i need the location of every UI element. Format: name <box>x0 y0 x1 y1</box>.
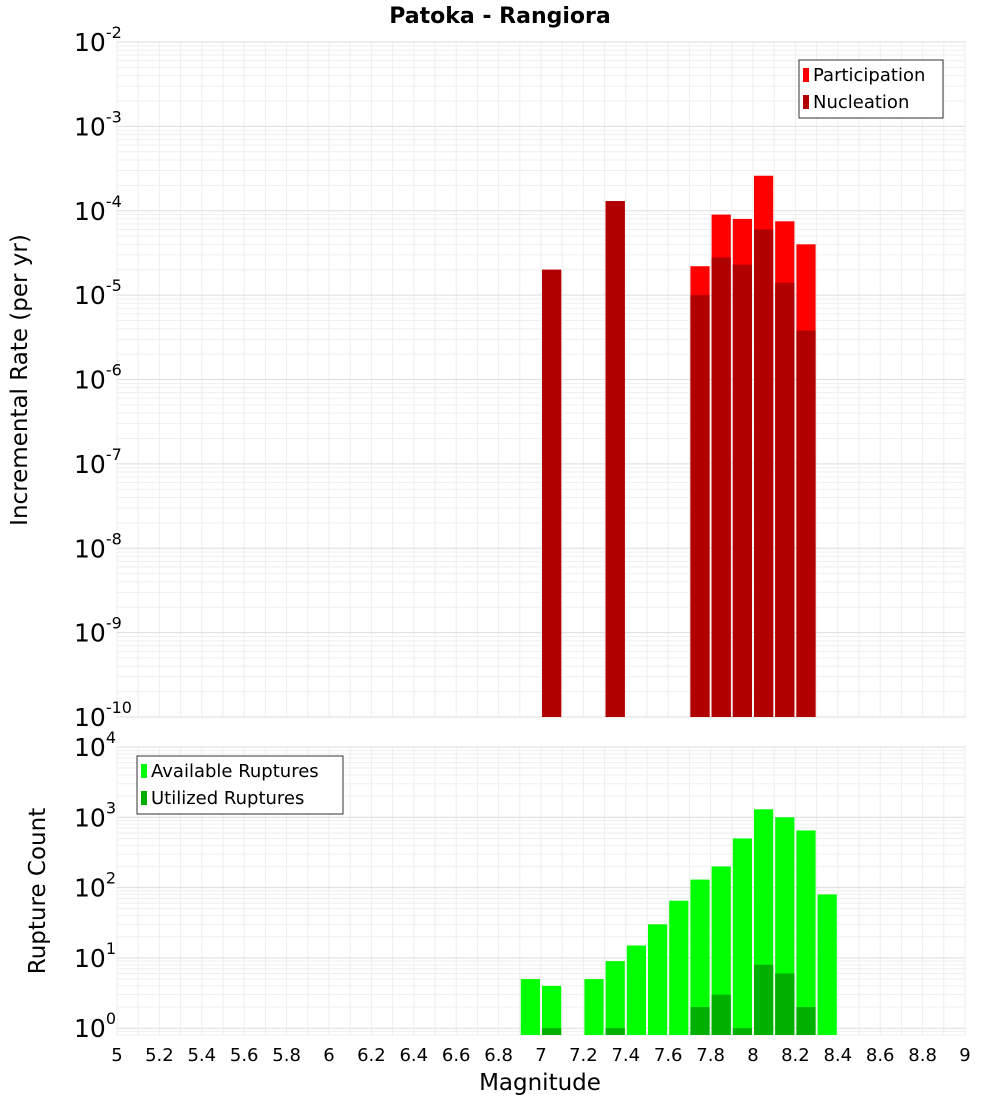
x-tick-label: 9 <box>959 1045 970 1066</box>
rate-legend-swatch <box>803 95 809 109</box>
count-y-tick-label: 104 <box>74 728 116 762</box>
count-bar-series2 <box>690 1007 710 1035</box>
count-bar-series2 <box>732 1028 752 1035</box>
count-legend-label: Utilized Ruptures <box>151 788 304 809</box>
x-tick-label: 6.4 <box>399 1045 428 1066</box>
x-tick-label: 5.2 <box>145 1045 174 1066</box>
x-tick-label: 8.2 <box>781 1045 810 1066</box>
rate-bar-series2 <box>605 201 625 717</box>
rate-y-tick-label: 10-3 <box>74 107 122 141</box>
count-bar-series1 <box>732 838 752 1035</box>
count-bar-series1 <box>584 979 604 1035</box>
chart-title: Patoka - Rangiora <box>389 4 610 29</box>
rate-y-tick-label: 10-4 <box>74 192 122 226</box>
rate-y-tick-label: 10-10 <box>74 698 132 732</box>
rate-bar-series2 <box>711 257 731 717</box>
rate-legend: Participation Nucleation <box>798 59 944 119</box>
x-tick-label: 6.8 <box>484 1045 513 1066</box>
x-tick-label: 7.2 <box>569 1045 598 1066</box>
count-bar-series1 <box>711 866 731 1035</box>
x-tick-label: 7 <box>535 1045 546 1066</box>
rate-y-tick-label: 10-8 <box>74 529 122 563</box>
count-legend-swatch <box>141 791 147 805</box>
count-y-tick-label: 100 <box>74 1009 116 1043</box>
x-tick-label: 5.4 <box>187 1045 216 1066</box>
rate-y-tick-label: 10-9 <box>74 614 122 648</box>
x-tick-label: 6.6 <box>442 1045 471 1066</box>
rate-bar-series2 <box>796 330 816 717</box>
rate-bar-series2 <box>542 269 562 717</box>
count-legend: Available Ruptures Utilized Ruptures <box>136 755 344 815</box>
count-bar-series2 <box>775 973 795 1035</box>
count-bar-series1 <box>690 879 710 1035</box>
count-panel: 104 103 102 101 100 5 5.2 5.4 5.6 5.8 6 6.2 6.4 6.6 6… <box>25 728 971 1096</box>
x-tick-label: 8.8 <box>908 1045 937 1066</box>
count-bar-series1 <box>605 961 625 1035</box>
rate-legend-label: Nucleation <box>813 92 909 113</box>
rate-y-tick-label: 10-5 <box>74 276 122 310</box>
rate-legend-box <box>798 59 944 119</box>
rate-y-tick-label: 10-7 <box>74 445 122 479</box>
count-y-tick-label: 101 <box>74 939 116 973</box>
count-bar-series1 <box>796 830 816 1035</box>
x-tick-label: 8 <box>747 1045 758 1066</box>
x-tick-label: 8.4 <box>823 1045 852 1066</box>
count-bar-series2 <box>605 1028 625 1035</box>
x-tick-label: 7.4 <box>611 1045 640 1066</box>
count-bar-series1 <box>520 979 540 1035</box>
count-bar-series2 <box>796 1007 816 1035</box>
count-bar-series1 <box>648 924 668 1035</box>
count-legend-swatch <box>141 764 147 778</box>
rate-legend-label: Participation <box>813 65 925 86</box>
count-bar-series1 <box>626 945 646 1035</box>
rate-legend-swatch <box>803 68 809 82</box>
x-tick-label: 7.8 <box>696 1045 725 1066</box>
count-y-tick-label: 103 <box>74 798 116 832</box>
rate-bar-series2 <box>775 282 795 717</box>
rate-bar-series2 <box>754 229 774 717</box>
count-y-axis-label: Rupture Count <box>25 808 51 974</box>
count-bar-series1 <box>542 985 562 1035</box>
count-legend-box <box>136 755 344 815</box>
rate-y-tick-label: 10-6 <box>74 361 122 395</box>
count-bar-series2 <box>542 1028 562 1035</box>
x-tick-label: 6 <box>323 1045 334 1066</box>
x-tick-label: 5.8 <box>272 1045 301 1066</box>
x-tick-label: 7.6 <box>654 1045 683 1066</box>
count-bar-series2 <box>754 964 774 1035</box>
count-bar-series2 <box>711 994 731 1035</box>
rate-panel: 10-2 10-3 10-4 10-5 10-6 10-7 10-8 10-9 10-10 In… <box>7 23 966 732</box>
x-tick-label: 5.6 <box>230 1045 259 1066</box>
count-bar-series1 <box>669 900 689 1035</box>
x-tick-label: 8.6 <box>866 1045 895 1066</box>
rate-bar-series2 <box>732 264 752 717</box>
count-legend-label: Available Ruptures <box>151 761 319 782</box>
x-tick-label: 6.2 <box>357 1045 386 1066</box>
rate-y-axis-label: Incremental Rate (per yr) <box>7 234 33 526</box>
x-axis-label: Magnitude <box>479 1070 601 1096</box>
count-bar-series1 <box>817 894 837 1035</box>
count-y-tick-label: 102 <box>74 869 116 903</box>
rate-bar-series2 <box>690 295 710 717</box>
rate-y-tick-label: 10-2 <box>74 23 122 57</box>
x-tick-label: 5 <box>111 1045 122 1066</box>
